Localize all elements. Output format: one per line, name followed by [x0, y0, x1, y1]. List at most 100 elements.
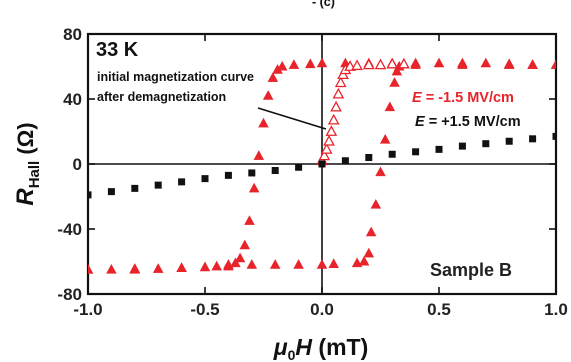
- data-point-triangle-open: [386, 57, 399, 69]
- data-point-square: [435, 145, 443, 153]
- data-point-triangle: [253, 150, 265, 160]
- x-axis-title: μ0H (mT): [273, 334, 369, 362]
- data-point-triangle: [370, 198, 382, 209]
- data-point-triangle: [199, 261, 211, 272]
- data-point-triangle: [234, 252, 246, 263]
- y-tick-label: 80: [63, 25, 82, 44]
- data-point-square: [388, 150, 396, 158]
- data-point-triangle: [457, 59, 468, 69]
- data-point-triangle-open: [320, 143, 333, 154]
- data-point-triangle: [316, 57, 328, 68]
- data-point-triangle: [276, 60, 288, 71]
- series-0: [88, 57, 556, 274]
- data-point-triangle: [358, 255, 370, 266]
- data-point-triangle-open: [374, 58, 387, 70]
- data-point-triangle: [267, 72, 279, 82]
- data-point-triangle-open: [327, 113, 340, 125]
- data-point-triangle: [176, 262, 187, 273]
- data-point-triangle-open: [318, 149, 331, 161]
- temperature-label: 33 K: [96, 39, 139, 61]
- data-point-triangle: [88, 263, 94, 274]
- data-point-square: [412, 148, 420, 156]
- x-tick-label: -1.0: [73, 300, 102, 319]
- data-point-square: [131, 184, 139, 192]
- data-point-square: [224, 171, 232, 179]
- data-point-triangle: [410, 59, 421, 69]
- data-point-square: [505, 137, 513, 145]
- data-point-square: [529, 135, 537, 143]
- data-point-triangle: [550, 59, 556, 69]
- y-tick-label: 0: [73, 155, 82, 174]
- y-axis-title: RHall (Ω): [12, 122, 43, 205]
- data-point-square: [271, 167, 279, 174]
- data-point-triangle: [258, 117, 269, 128]
- data-point-triangle: [389, 77, 400, 87]
- data-point-triangle: [244, 215, 255, 225]
- data-point-triangle: [503, 59, 515, 69]
- x-tick-label: -0.5: [190, 300, 219, 319]
- data-point-triangle-open: [334, 76, 347, 88]
- data-point-triangle-open: [362, 58, 375, 70]
- panel-label-fragment: - (c): [312, 0, 335, 9]
- data-point-square: [107, 188, 115, 196]
- legend-series-negative: E = -1.5 MV/cm: [412, 90, 514, 106]
- x-axis-variable: H: [295, 334, 312, 360]
- data-point-triangle: [211, 260, 222, 271]
- x-tick-label: 1.0: [544, 300, 568, 319]
- y-tick-label: -80: [57, 285, 82, 304]
- data-point-triangle: [351, 257, 363, 268]
- legend-negative-var: E: [412, 90, 423, 106]
- data-point-triangle-open: [325, 125, 338, 136]
- data-point-triangle: [248, 182, 260, 193]
- data-point-triangle: [391, 65, 403, 76]
- data-point-triangle: [152, 263, 164, 273]
- initial-curve-pointer-line: [257, 107, 327, 130]
- data-point-triangle: [379, 133, 391, 144]
- data-point-square: [318, 160, 326, 168]
- data-point-square: [201, 175, 209, 183]
- series-2: [88, 132, 556, 199]
- data-point-square: [248, 169, 256, 177]
- data-point-triangle: [129, 263, 141, 273]
- data-point-triangle: [433, 57, 445, 68]
- x-tick-label: 0.0: [310, 300, 334, 319]
- data-point-triangle: [527, 59, 538, 69]
- data-point-triangle-open: [398, 57, 410, 69]
- data-point-triangle: [363, 247, 375, 258]
- data-point-triangle-open: [330, 100, 342, 112]
- data-point-square: [178, 178, 186, 186]
- legend-negative-rest: = -1.5 MV/cm: [422, 90, 514, 106]
- data-point-square: [552, 132, 556, 140]
- data-point-triangle: [106, 263, 117, 274]
- data-point-square: [154, 181, 162, 189]
- x-tick-label: 0.5: [427, 300, 451, 319]
- x-axis-symbol: μ: [273, 334, 288, 360]
- initial-curve-label-line2: after demagnetization: [97, 90, 226, 104]
- data-point-triangle: [365, 226, 377, 237]
- data-point-triangle: [305, 58, 316, 69]
- data-point-triangle: [293, 259, 304, 269]
- legend-positive-var: E: [415, 114, 426, 130]
- data-point-triangle: [239, 239, 251, 250]
- y-axis-unit: (Ω): [13, 122, 38, 160]
- sample-label: Sample B: [430, 260, 512, 280]
- data-point-square: [88, 191, 92, 199]
- data-point-triangle: [230, 257, 241, 268]
- data-point-triangle: [223, 260, 234, 271]
- data-point-square: [458, 142, 466, 150]
- y-tick-label: -40: [57, 220, 82, 239]
- data-point-triangle-open: [332, 87, 345, 99]
- legend-series-positive: E = +1.5 MV/cm: [415, 114, 521, 130]
- data-point-square: [482, 140, 490, 148]
- data-point-triangle: [328, 258, 339, 268]
- series-1: [316, 57, 410, 166]
- x-axis-unit: (mT): [312, 334, 368, 360]
- data-point-triangle-open: [323, 134, 335, 146]
- data-point-triangle: [262, 90, 274, 100]
- data-point-square: [295, 163, 303, 171]
- legend-positive-rest: = +1.5 MV/cm: [425, 114, 521, 130]
- data-point-triangle: [288, 59, 300, 69]
- data-point-triangle: [375, 166, 386, 177]
- y-axis-symbol: R: [12, 188, 39, 206]
